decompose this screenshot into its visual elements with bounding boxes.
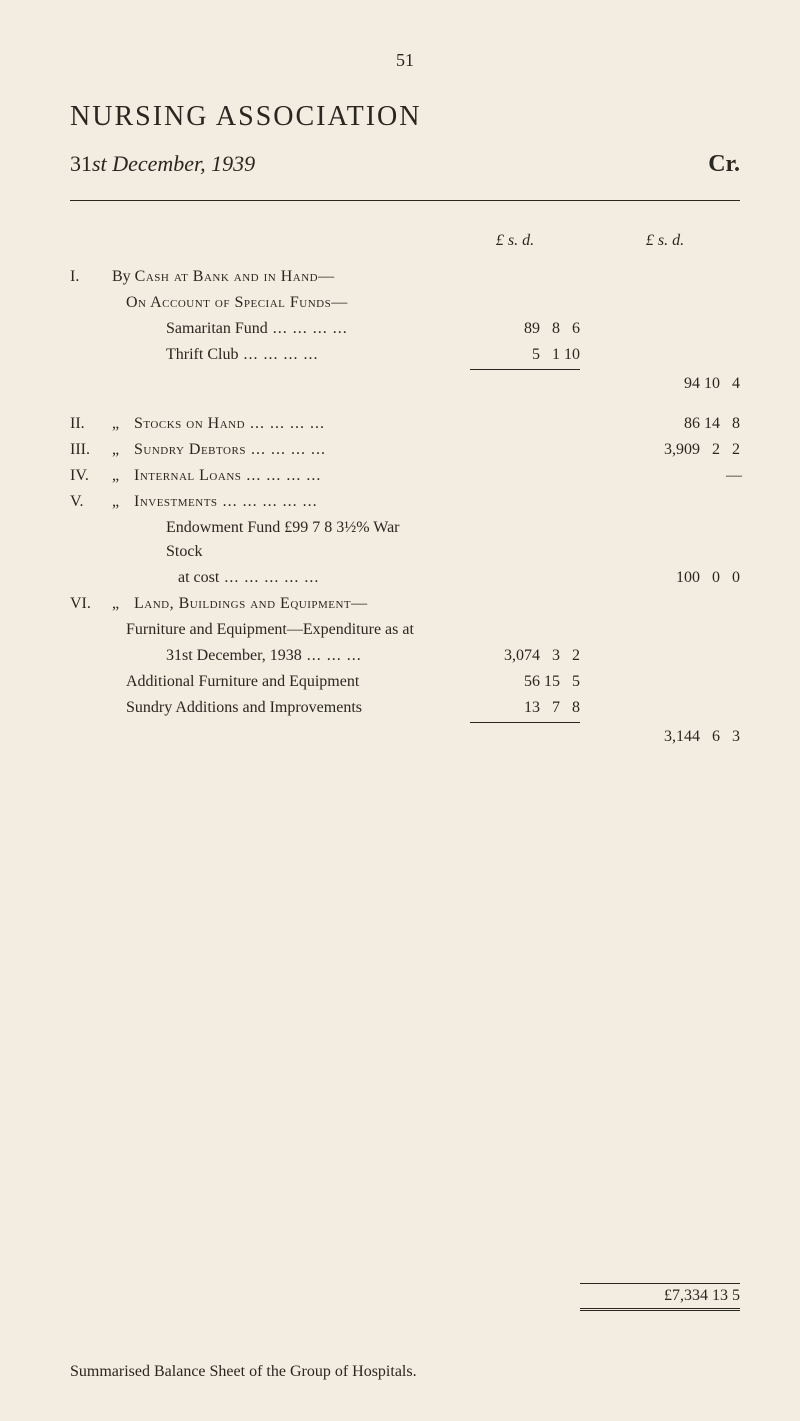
additional-furniture-amount: 56 15 5 — [440, 670, 590, 694]
section-v-header: V. „ Investments — [70, 490, 740, 514]
section-vi-total: 3,144 6 3 — [70, 725, 740, 749]
debtors-label: Sundry Debtors — [134, 441, 246, 458]
additional-furniture-label: Additional Furniture and Equipment — [126, 673, 359, 690]
date-subtitle: 31st December, 1939 — [70, 151, 255, 177]
additional-furniture-row: Additional Furniture and Equipment 56 15… — [70, 670, 740, 694]
roman-v: V. — [70, 490, 108, 514]
endowment-label: Endowment Fund £99 7 8 3½% War Stock — [166, 519, 400, 560]
furniture-row-a: Furniture and Equipment—Expenditure as a… — [70, 618, 740, 642]
thrift-club-row: Thrift Club 5 1 10 — [70, 343, 740, 367]
section-i-total: 94 10 4 — [70, 372, 740, 396]
by-prefix: By — [112, 268, 135, 285]
horizontal-rule — [70, 200, 740, 201]
roman-iii: III. — [70, 438, 108, 462]
main-heading: NURSING ASSOCIATION — [70, 101, 740, 133]
roman-ii: II. — [70, 412, 108, 436]
atcost-row: at cost 100 0 0 — [70, 566, 740, 590]
date-rest: December, 1939 — [107, 151, 255, 176]
date-ordinal: st — [92, 151, 107, 176]
section-i-header: I. By Cash at Bank and in Hand— — [70, 265, 740, 289]
sundry-additions-row: Sundry Additions and Improvements 13 7 8 — [70, 696, 740, 720]
samaritan-label: Samaritan Fund — [166, 320, 268, 337]
furniture-amount: 3,074 3 2 — [440, 644, 590, 668]
ditto-iv: „ — [112, 464, 130, 488]
samaritan-amount: 89 8 6 — [440, 317, 590, 341]
roman-i: I. — [70, 265, 108, 289]
section-i-total-amount: 94 10 4 — [590, 372, 740, 396]
roman-vi: VI. — [70, 592, 108, 616]
sundry-additions-amount: 13 7 8 — [440, 696, 590, 720]
page-number: 51 — [70, 50, 740, 71]
loans-amount: — — [590, 464, 740, 488]
accounts-body: £ s. d. £ s. d. I. By Cash at Bank and i… — [70, 229, 740, 749]
roman-iv: IV. — [70, 464, 108, 488]
furniture-label-b: 31st December, 1938 — [166, 647, 302, 664]
stocks-label: Stocks on Hand — [134, 415, 245, 432]
section-vi-header: VI. „ Land, Buildings and Equipment— — [70, 592, 740, 616]
ditto-vi: „ — [112, 592, 130, 616]
section-ii-row: II. „ Stocks on Hand 86 14 8 — [70, 412, 740, 436]
cr-label: Cr. — [708, 151, 740, 178]
col-header-left: £ s. d. — [440, 229, 590, 253]
special-funds-label: On Account of Special Funds— — [126, 294, 348, 311]
furniture-label-a: Furniture and Equipment—Expenditure as a… — [126, 621, 414, 638]
endowment-row: Endowment Fund £99 7 8 3½% War Stock — [70, 516, 740, 564]
subtotal-rule-vi — [470, 722, 580, 723]
stocks-amount: 86 14 8 — [590, 412, 740, 436]
thrift-label: Thrift Club — [166, 346, 238, 363]
subtitle-row: 31st December, 1939 Cr. — [70, 151, 740, 178]
land-label: Land, Buildings and Equipment— — [134, 595, 368, 612]
loans-label: Internal Loans — [134, 467, 241, 484]
col-header-right: £ s. d. — [590, 229, 740, 253]
samaritan-fund-row: Samaritan Fund 89 8 6 — [70, 317, 740, 341]
summary-footer: Summarised Balance Sheet of the Group of… — [70, 1363, 417, 1381]
grand-total-row: £7,334 13 5 — [70, 1283, 740, 1311]
date-prefix: 31 — [70, 151, 92, 176]
investments-amount: 100 0 0 — [590, 566, 740, 590]
investments-label: Investments — [134, 493, 218, 510]
atcost-label: at cost — [178, 569, 219, 586]
section-i-label: Cash at Bank and in Hand— — [135, 268, 335, 285]
debtors-amount: 3,909 2 2 — [590, 438, 740, 462]
subtotal-rule-i — [470, 369, 580, 370]
section-iii-row: III. „ Sundry Debtors 3,909 2 2 — [70, 438, 740, 462]
ditto-ii: „ — [112, 412, 130, 436]
column-headers: £ s. d. £ s. d. — [70, 229, 740, 253]
grand-total-amount: £7,334 13 5 — [580, 1283, 740, 1311]
furniture-row-b: 31st December, 1938 3,074 3 2 — [70, 644, 740, 668]
section-vi-total-amount: 3,144 6 3 — [590, 725, 740, 749]
footer-block: £7,334 13 5 — [70, 1283, 740, 1311]
section-i-subheading: On Account of Special Funds— — [70, 291, 740, 315]
thrift-amount: 5 1 10 — [440, 343, 590, 367]
section-iv-row: IV. „ Internal Loans — — [70, 464, 740, 488]
ditto-iii: „ — [112, 438, 130, 462]
ditto-v: „ — [112, 490, 130, 514]
sundry-additions-label: Sundry Additions and Improvements — [126, 699, 362, 716]
